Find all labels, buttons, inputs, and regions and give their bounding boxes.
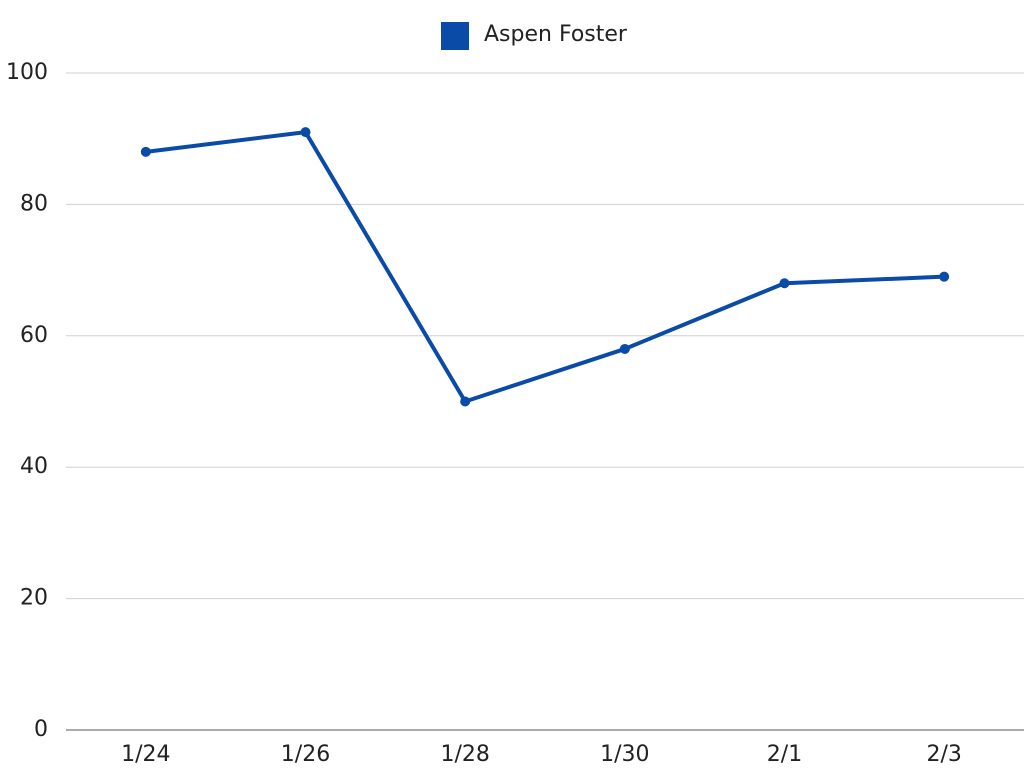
y-tick-label: 80 <box>20 191 48 216</box>
data-point <box>939 271 950 282</box>
x-tick-label: 1/26 <box>281 742 330 767</box>
y-tick-label: 60 <box>20 323 48 348</box>
x-tick-label: 1/24 <box>121 742 170 767</box>
y-tick-label: 40 <box>20 454 48 479</box>
data-point <box>460 396 471 407</box>
legend-label: Aspen Foster <box>484 22 628 47</box>
data-point <box>300 127 311 138</box>
data-point <box>140 146 151 157</box>
data-point <box>619 343 630 354</box>
series-line <box>145 130 945 404</box>
y-tick-label: 100 <box>6 60 48 85</box>
x-tick-label: 1/28 <box>440 742 489 767</box>
y-tick-label: 20 <box>20 586 48 611</box>
legend-swatch <box>441 22 469 50</box>
x-tick-label: 2/3 <box>926 742 961 767</box>
x-tick-label: 1/30 <box>600 742 649 767</box>
y-tick-label: 0 <box>34 717 48 742</box>
x-tick-label: 2/1 <box>767 742 802 767</box>
data-point <box>779 278 790 289</box>
